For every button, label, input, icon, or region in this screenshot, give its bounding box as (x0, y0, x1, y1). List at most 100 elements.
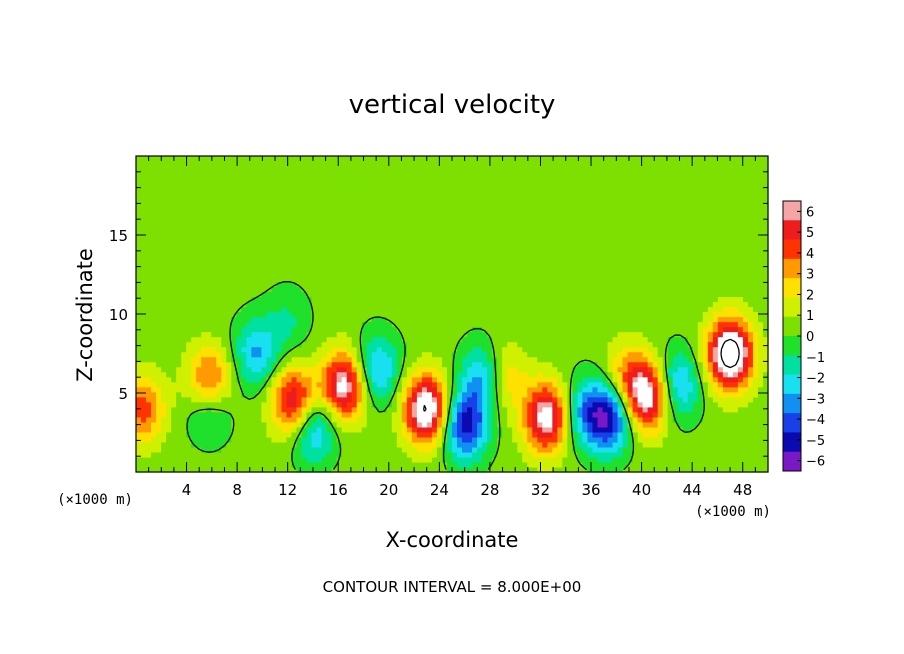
heatmap-cell (617, 316, 624, 323)
heatmap-cell (457, 381, 463, 388)
heatmap-cell (717, 316, 724, 323)
heatmap-cell (421, 431, 428, 438)
heatmap-cell (431, 396, 438, 403)
heatmap-cell (381, 411, 388, 418)
heatmap-cell (156, 396, 162, 403)
heatmap-cell (732, 426, 739, 433)
heatmap-cell (206, 386, 212, 393)
heatmap-cell (376, 436, 383, 443)
heatmap-cell (351, 301, 358, 308)
heatmap-cell (697, 291, 704, 298)
heatmap-cell (291, 376, 298, 383)
heatmap-cell (737, 356, 744, 363)
heatmap-cell (627, 281, 634, 288)
heatmap-cell (221, 286, 227, 293)
heatmap-cell (421, 456, 428, 463)
heatmap-cell (156, 346, 162, 353)
heatmap-cell (281, 461, 288, 468)
heatmap-cell (687, 316, 694, 323)
heatmap-cell (276, 281, 283, 288)
heatmap-cell (446, 441, 453, 448)
heatmap-cell (577, 466, 584, 473)
heatmap-cell (562, 331, 568, 338)
heatmap-cell (141, 456, 147, 463)
heatmap-cell (507, 456, 513, 463)
heatmap-cell (692, 331, 699, 338)
heatmap-cell (166, 336, 172, 343)
heatmap-cell (411, 306, 418, 313)
heatmap-cell (311, 416, 318, 423)
heatmap-cell (356, 301, 363, 308)
heatmap-cell (707, 406, 714, 413)
heatmap-cell (386, 466, 393, 473)
heatmap-cell (457, 456, 463, 463)
heatmap-cell (547, 396, 553, 403)
heatmap-cell (722, 466, 729, 473)
heatmap-cell (406, 456, 413, 463)
heatmap-cell (356, 371, 363, 378)
heatmap-cell (196, 376, 202, 383)
heatmap-cell (371, 391, 378, 398)
heatmap-cell (276, 306, 283, 313)
heatmap-cell (346, 371, 353, 378)
heatmap-cell (161, 356, 167, 363)
heatmap-cell (712, 301, 719, 308)
heatmap-cell (497, 391, 503, 398)
heatmap-cell (662, 301, 669, 308)
heatmap-cell (607, 451, 614, 458)
heatmap-cell (271, 391, 278, 398)
heatmap-cell (166, 376, 172, 383)
heatmap-cell (201, 456, 207, 463)
heatmap-cell (722, 426, 729, 433)
heatmap-cell (532, 321, 538, 328)
heatmap-cell (602, 296, 609, 303)
heatmap-cell (136, 451, 142, 458)
heatmap-cell (497, 306, 503, 313)
heatmap-cell (186, 286, 192, 293)
heatmap-cell (306, 396, 313, 403)
heatmap-cell (381, 381, 388, 388)
heatmap-cell (682, 351, 689, 358)
heatmap-cell (462, 281, 468, 288)
heatmap-cell (602, 446, 609, 453)
heatmap-cell (176, 286, 182, 293)
heatmap-cell (441, 346, 448, 353)
heatmap-cell (707, 451, 714, 458)
heatmap-cell (747, 341, 754, 348)
heatmap-cell (677, 451, 684, 458)
heatmap-cell (191, 391, 197, 398)
heatmap-cell (462, 271, 468, 277)
heatmap-cell (166, 311, 172, 318)
heatmap-cell (181, 381, 187, 388)
heatmap-cell (321, 371, 328, 378)
heatmap-cell (467, 351, 473, 358)
heatmap-cell (276, 416, 283, 423)
heatmap-cell (286, 361, 293, 368)
heatmap-cell (717, 421, 724, 428)
heatmap-cell (246, 366, 252, 373)
heatmap-cell (537, 421, 543, 428)
heatmap-cell (597, 416, 604, 423)
heatmap-cell (657, 281, 664, 288)
heatmap-cell (276, 451, 283, 458)
heatmap-cell (406, 386, 413, 393)
heatmap-cell (697, 446, 704, 453)
heatmap-cell (221, 351, 227, 358)
heatmap-cell (552, 351, 558, 358)
heatmap-cell (246, 381, 252, 388)
heatmap-cell (487, 296, 493, 303)
heatmap-cell (186, 321, 192, 328)
heatmap-cell (517, 456, 523, 463)
heatmap-cell (662, 291, 669, 298)
heatmap-cell (336, 306, 343, 313)
heatmap-cell (221, 441, 227, 448)
heatmap-cell (612, 411, 619, 418)
heatmap-cell (607, 421, 614, 428)
heatmap-cell (421, 466, 428, 473)
heatmap-cell (361, 381, 368, 388)
heatmap-cell (487, 426, 493, 433)
heatmap-cell (617, 466, 624, 473)
heatmap-cell (627, 416, 634, 423)
heatmap-cell (411, 346, 418, 353)
heatmap-cell (331, 431, 338, 438)
